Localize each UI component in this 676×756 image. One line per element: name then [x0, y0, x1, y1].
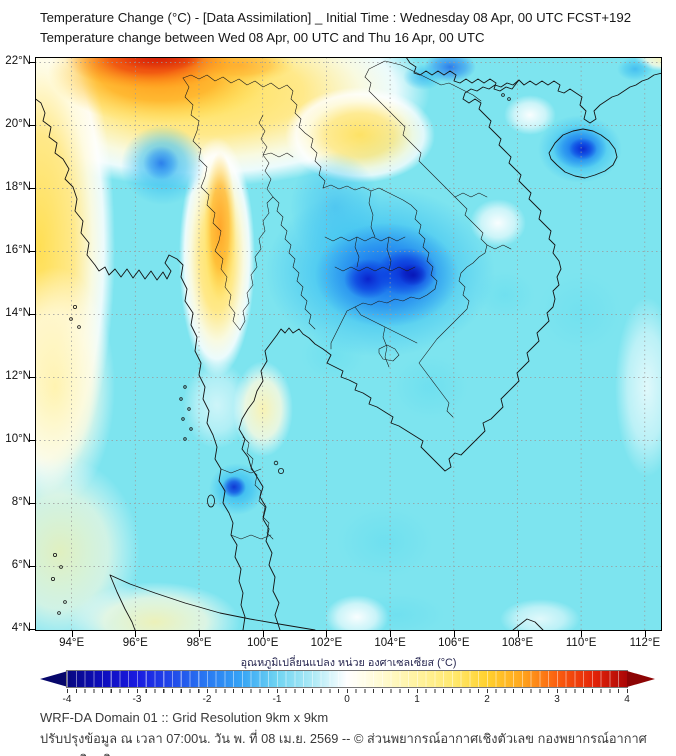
lat-tick-label: 18°N — [5, 181, 31, 194]
cambodia-provinces — [354, 306, 418, 368]
colorbar-left-arrow — [40, 671, 68, 687]
peninsula-provinces — [220, 436, 274, 540]
domain-resolution-text: WRF-DA Domain 01 :: Grid Resolution 9km … — [40, 710, 329, 725]
lon-tick-label: 104°E — [374, 637, 406, 649]
page-title: Temperature Change (°C) - [Data Assimila… — [40, 10, 632, 25]
tonle-sap-lake — [378, 344, 400, 362]
thai-provinces-d — [262, 152, 294, 158]
lat-tick-label: 16°N — [5, 244, 31, 257]
lon-tick-label: 96°E — [122, 637, 148, 649]
lon-tick-label: 106°E — [438, 637, 470, 649]
north-borders — [182, 74, 326, 189]
colorbar: อุณหภูมิเปลี่ยนแปลง หน่วย องศาเซลเซียส (… — [40, 654, 657, 706]
colorbar-label: อุณหภูมิเปลี่ยนแปลง หน่วย องศาเซลเซียส (… — [240, 657, 457, 669]
lon-tick — [644, 631, 646, 637]
lon-tick — [71, 631, 73, 637]
lon-tick-label: 110°E — [565, 637, 597, 649]
lat-tick-label: 6°N — [11, 559, 31, 572]
lon-tick-label: 108°E — [501, 637, 534, 649]
isan-provinces-a — [324, 236, 406, 242]
colorbar-minor-ticks — [67, 689, 628, 693]
lat-tick-label: 22°N — [5, 55, 31, 68]
title-block: Temperature Change (°C) - [Data Assimila… — [40, 8, 670, 48]
lon-tick — [262, 631, 264, 637]
lon-tick — [453, 631, 455, 637]
footer-block: WRF-DA Domain 01 :: Grid Resolution 9km … — [40, 710, 670, 756]
mekong-lao-thai-border — [322, 184, 438, 290]
hainan-island — [548, 128, 618, 179]
map-plot-area — [35, 57, 662, 631]
lat-tick-label: 4°N — [11, 622, 31, 635]
colorbar-gradient — [66, 670, 628, 688]
lat-tick-label: 10°N — [5, 433, 31, 446]
borneo-tip — [512, 618, 544, 631]
vietnam-china-border — [364, 60, 482, 102]
china-coast — [405, 57, 662, 124]
temperature-map-svg — [35, 57, 662, 631]
lon-tick — [517, 631, 519, 637]
lon-tick-label: 94°E — [59, 637, 85, 649]
lon-tick — [581, 631, 583, 637]
lon-tick — [390, 631, 392, 637]
field-cold-areas — [121, 57, 653, 515]
lon-tick — [135, 631, 137, 637]
thai-provinces-b — [272, 196, 316, 330]
lon-tick-label: 112°E — [629, 637, 661, 649]
admin-borders — [182, 60, 512, 540]
lon-tick — [326, 631, 328, 637]
lon-tick-label: 102°E — [310, 637, 343, 649]
map-border — [35, 57, 662, 631]
sumatra-coast — [109, 574, 316, 631]
graticule — [35, 57, 662, 631]
thai-provinces-a — [239, 196, 274, 331]
lat-tick-label: 8°N — [11, 496, 31, 509]
lon-tick — [199, 631, 200, 637]
update-credit-text: ปรับปรุงข้อมูล ณ เวลา 07:00น. วัน พ. ที่… — [40, 731, 647, 756]
islands — [50, 93, 511, 615]
vietnam-laos-border — [364, 76, 488, 418]
vietnam-provinces — [454, 192, 512, 250]
lat-tick-label: 14°N — [5, 307, 31, 320]
lat-tick-label: 12°N — [5, 370, 31, 383]
lon-tick-label: 98°E — [186, 637, 212, 649]
field-white-patches — [183, 95, 662, 631]
lon-tick-label: 100°E — [246, 637, 279, 649]
isan-provinces-c — [354, 190, 392, 272]
coastlines — [35, 57, 662, 631]
colorbar-right-arrow — [627, 671, 655, 687]
gulf-vietnam-coast — [238, 79, 562, 631]
page-subtitle: Temperature change between Wed 08 Apr, 0… — [40, 30, 485, 45]
myanmar-peninsula-coast — [35, 97, 246, 631]
myanmar-thai-border — [182, 77, 241, 331]
thai-cambodia-border — [330, 288, 436, 350]
lat-tick-label: 20°N — [5, 118, 31, 131]
isan-provinces-b — [334, 266, 416, 272]
